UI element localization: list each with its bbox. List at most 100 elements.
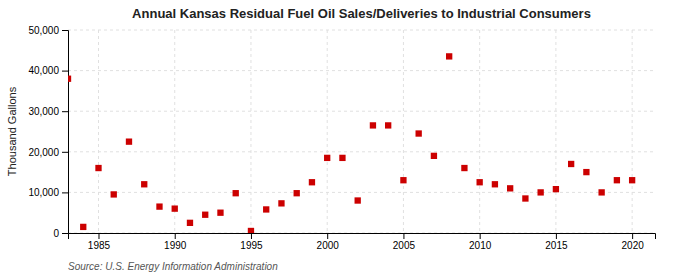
point — [629, 177, 635, 183]
tick-mark — [62, 30, 68, 31]
point — [111, 191, 117, 197]
tick-label: 2000 — [317, 240, 340, 251]
tick-mark — [251, 233, 252, 239]
grid-line — [479, 30, 480, 233]
point — [431, 153, 437, 159]
grid-line — [68, 30, 655, 31]
point — [400, 177, 406, 183]
tick-label: 2020 — [622, 240, 645, 251]
point — [187, 220, 193, 226]
tick-mark — [327, 233, 328, 239]
tick: 50,000 — [28, 25, 68, 36]
tick: 2015 — [545, 233, 568, 251]
point — [68, 76, 71, 82]
grid-line — [250, 30, 251, 233]
chart: 1985 1990 1995 2000 2005 2010 2015 2020 0 10,000 2… — [0, 0, 675, 275]
point — [263, 206, 269, 212]
grid-line — [403, 30, 404, 233]
point — [217, 210, 223, 216]
grid — [68, 30, 655, 233]
tick-mark — [175, 233, 176, 239]
tick-label: 10,000 — [28, 187, 59, 198]
y-axis-label: Thousand Gallons — [6, 86, 18, 176]
tick: 1995 — [240, 233, 263, 251]
tick: 2010 — [469, 233, 492, 251]
point — [477, 179, 483, 185]
point — [294, 190, 300, 196]
tick-label: 20,000 — [28, 147, 59, 158]
point — [537, 189, 543, 195]
point — [583, 169, 589, 175]
grid-line — [327, 30, 328, 233]
point — [355, 197, 361, 203]
tick-mark — [62, 71, 68, 72]
tick-label: 50,000 — [28, 25, 59, 36]
point — [385, 122, 391, 128]
point — [522, 195, 528, 201]
point — [126, 138, 132, 144]
tick-label: 2010 — [469, 240, 492, 251]
point — [553, 186, 559, 192]
tick: 0 — [53, 228, 68, 239]
tick: 10,000 — [28, 187, 68, 198]
tick-mark — [632, 233, 633, 239]
point — [614, 177, 620, 183]
point — [461, 165, 467, 171]
point — [492, 181, 498, 187]
y-axis: 0 10,000 20,000 30,000 40,000 50,000 — [28, 25, 68, 239]
point — [324, 155, 330, 161]
x-axis-line — [69, 234, 656, 240]
plot: 1985 1990 1995 2000 2005 2010 2015 2020 0 10,000 2… — [28, 25, 655, 251]
tick-label: 30,000 — [28, 106, 59, 117]
tick-label: 2005 — [393, 240, 416, 251]
tick-mark — [98, 233, 99, 239]
point — [370, 122, 376, 128]
point — [80, 224, 86, 230]
tick-mark — [62, 192, 68, 193]
point — [309, 179, 315, 185]
point — [141, 181, 147, 187]
grid-line — [555, 30, 556, 233]
tick-mark — [62, 111, 68, 112]
tick-mark — [62, 233, 68, 234]
tick-mark — [556, 233, 557, 239]
tick-label: 0 — [53, 228, 59, 239]
grid-line — [68, 151, 655, 152]
grid-line — [632, 30, 633, 233]
tick: 2020 — [622, 233, 645, 251]
point — [339, 155, 345, 161]
point — [507, 185, 513, 191]
tick-label: 40,000 — [28, 65, 59, 76]
point — [568, 161, 574, 167]
y-axis-line — [62, 31, 69, 234]
tick: 40,000 — [28, 65, 68, 76]
tick: 1985 — [88, 233, 111, 251]
point — [278, 200, 284, 206]
point — [95, 165, 101, 171]
grid-line — [68, 70, 655, 71]
point — [416, 130, 422, 136]
tick: 2000 — [317, 233, 340, 251]
point — [172, 205, 178, 211]
title: Annual Kansas Residual Fuel Oil Sales/De… — [132, 6, 591, 21]
point — [233, 190, 239, 196]
source: Source: U.S. Energy Information Administ… — [68, 261, 278, 272]
point — [446, 53, 452, 59]
tick-mark — [403, 233, 404, 239]
tick: 30,000 — [28, 106, 68, 117]
grid-line — [68, 192, 655, 193]
tick-mark — [62, 152, 68, 153]
point — [598, 189, 604, 195]
x-axis: 1985 1990 1995 2000 2005 2010 2015 2020 — [69, 233, 656, 251]
tick-mark — [480, 233, 481, 239]
tick-label: 2015 — [545, 240, 568, 251]
grid-line — [68, 111, 655, 112]
point — [248, 228, 254, 233]
tick-label: 1985 — [88, 240, 111, 251]
grid-line — [174, 30, 175, 233]
tick: 1990 — [164, 233, 187, 251]
point — [202, 212, 208, 218]
point — [156, 203, 162, 209]
tick: 20,000 — [28, 147, 68, 158]
tick-label: 1990 — [164, 240, 187, 251]
